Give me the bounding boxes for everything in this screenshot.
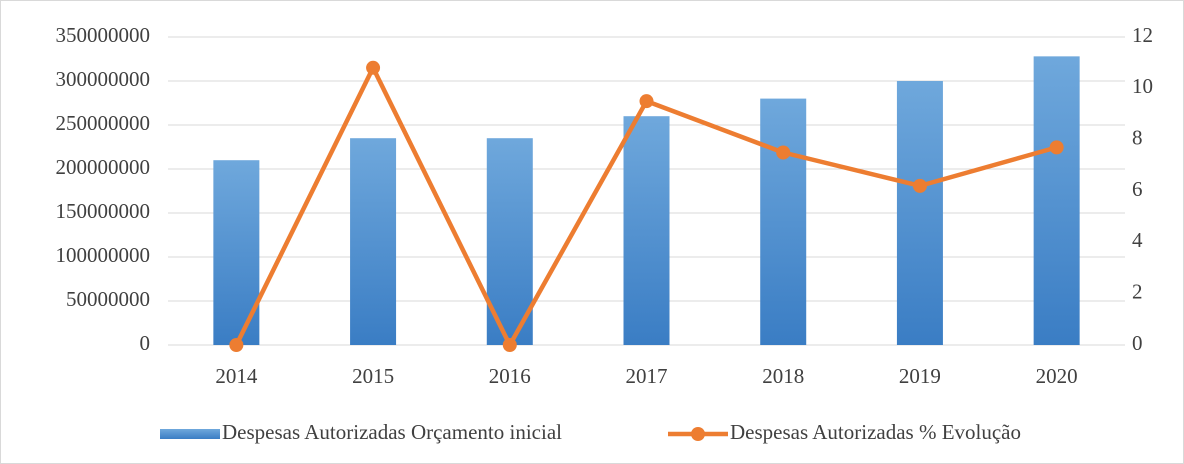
y-tick-label: 0	[140, 331, 151, 355]
line-marker	[776, 145, 791, 160]
y2-tick-label: 8	[1132, 125, 1143, 149]
y2-tick-label: 0	[1132, 331, 1143, 355]
y-tick-label: 250000000	[56, 111, 151, 135]
x-tick-label: 2015	[352, 364, 394, 388]
x-tick-label: 2019	[899, 364, 941, 388]
line-marker	[639, 94, 654, 109]
line-marker	[366, 60, 381, 75]
x-tick-label: 2016	[489, 364, 531, 388]
line-marker	[1049, 140, 1064, 155]
y-tick-label: 350000000	[56, 23, 151, 47]
line-marker	[912, 178, 927, 193]
line-marker	[229, 338, 244, 352]
y-tick-label: 200000000	[56, 155, 151, 179]
legend-swatch	[691, 427, 705, 441]
x-tick-label: 2014	[215, 364, 258, 388]
y2-tick-label: 6	[1132, 177, 1143, 201]
y-tick-label: 300000000	[56, 67, 151, 91]
bar	[760, 98, 807, 345]
x-tick-label: 2018	[762, 364, 804, 388]
x-tick-label: 2017	[626, 364, 668, 388]
y-tick-label: 150000000	[56, 199, 151, 223]
line-marker	[502, 338, 517, 352]
bar	[350, 138, 397, 345]
y-tick-label: 100000000	[56, 243, 151, 267]
legend-label: Despesas Autorizadas % Evolução	[730, 420, 1021, 444]
bar	[1033, 56, 1080, 346]
y2-tick-label: 2	[1132, 279, 1143, 303]
y2-tick-label: 4	[1132, 228, 1143, 252]
y-tick-label: 50000000	[66, 287, 150, 311]
bar	[623, 116, 670, 345]
y2-tick-label: 10	[1132, 74, 1153, 98]
y2-tick-label: 12	[1132, 23, 1153, 47]
x-tick-label: 2020	[1036, 364, 1078, 388]
legend-label: Despesas Autorizadas Orçamento inicial	[222, 420, 562, 444]
legend-swatch	[160, 429, 220, 439]
bar	[896, 81, 943, 345]
